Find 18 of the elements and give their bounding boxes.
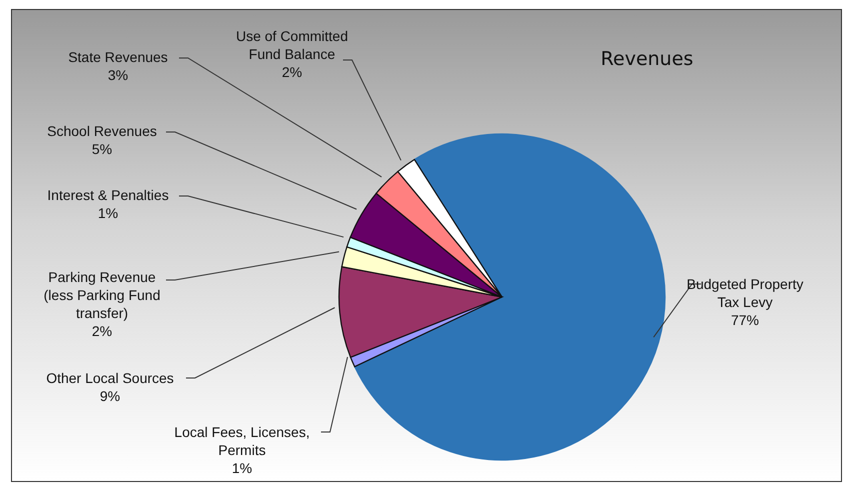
text: Revenues: [600, 48, 694, 70]
data-label: 2%: [282, 64, 302, 80]
slice-label: Use of Committed Fund Balance: [236, 28, 348, 62]
slice-label: Local Fees, Licenses, Permits: [174, 424, 310, 458]
slice-label: Other Local Sources: [46, 370, 174, 386]
pie-slice: [354, 134, 666, 461]
slice-label: State Revenues: [68, 49, 168, 65]
slice-label: Budgeted Property Tax Levy: [686, 276, 804, 310]
data-label: 9%: [100, 388, 120, 404]
slice-label: Interest & Penalties: [47, 187, 169, 203]
data-label: 5%: [92, 141, 112, 157]
data-label: 2%: [92, 323, 112, 339]
data-label: 1%: [232, 460, 252, 476]
data-label: 77%: [730, 312, 760, 328]
data-label: 1%: [98, 205, 118, 221]
slice-label: Parking Revenue (less Parking Fund transfer): [44, 269, 160, 321]
data-label: 3%: [108, 67, 128, 83]
slice-label: School Revenues: [47, 123, 157, 139]
